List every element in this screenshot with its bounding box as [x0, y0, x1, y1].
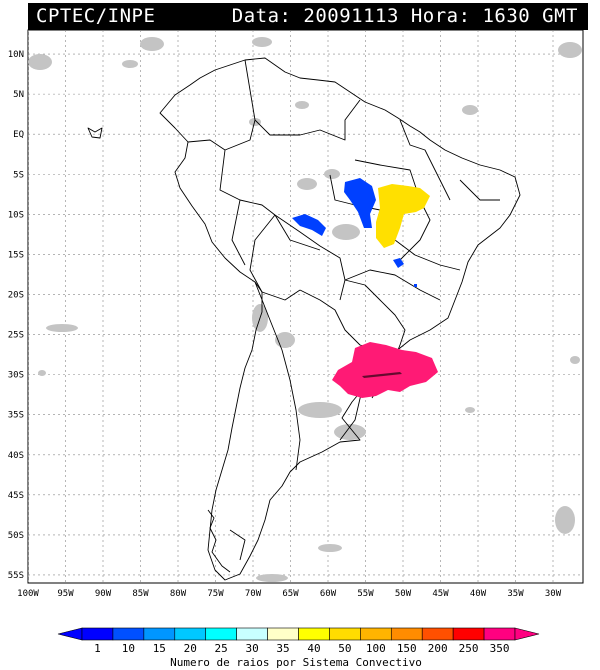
colorbar-label: 35: [276, 642, 289, 655]
lon-tick-label: 70W: [245, 589, 262, 599]
colorbar-segment: [483, 627, 516, 641]
colorbar-segment: [267, 627, 299, 641]
colorbar-label: 250: [459, 642, 479, 655]
blue-system-rondonia: [292, 214, 326, 236]
colorbar-segment: [390, 627, 423, 641]
colorbar-label: 1: [94, 642, 101, 655]
lat-tick-label: EQ: [13, 130, 24, 140]
lon-tick-label: 90W: [95, 589, 112, 599]
longitude-labels: 100W 95W 90W 85W 80W 75W 70W 65W 60W 55W 50W 45W 40W…: [17, 589, 562, 599]
lon-tick-label: 50W: [395, 589, 412, 599]
colorbar-segment: [143, 627, 176, 641]
colorbar-label: 200: [428, 642, 448, 655]
datetime-label: Data: 20091113 Hora: 1630 GMT: [231, 5, 578, 27]
lat-tick-label: 50S: [8, 531, 24, 541]
colorbar-segment: [329, 627, 361, 641]
colorbar-segment: [81, 627, 114, 641]
colorbar: 1 10 15 20 25 30 35 40 50 100 150 200 250 350: [57, 627, 540, 655]
colorbar-arrow-right: [514, 627, 540, 641]
colorbar-label: 350: [490, 642, 510, 655]
colorbar-segment: [421, 627, 454, 641]
blue-system-amazon-north: [344, 178, 376, 228]
colorbar-segment: [236, 627, 268, 641]
colorbar-title: Numero de raios por Sistema Convectivo: [170, 656, 422, 669]
title-bar: CPTEC/INPE Data: 20091113 Hora: 1630 GMT: [28, 3, 588, 30]
colorbar-segment: [360, 627, 392, 641]
lat-tick-label: 5S: [13, 170, 24, 180]
colorbar-segment: [112, 627, 145, 641]
lon-tick-label: 35W: [507, 589, 524, 599]
colorbar-arrow-left: [57, 627, 83, 641]
colorbar-label: 10: [122, 642, 135, 655]
lat-tick-label: 35S: [8, 411, 24, 421]
magenta-system-south: [332, 342, 438, 398]
lon-tick-label: 30W: [545, 589, 562, 599]
lon-tick-label: 100W: [17, 589, 39, 599]
colorbar-label: 150: [397, 642, 417, 655]
lon-tick-label: 55W: [357, 589, 374, 599]
blue-system-goias: [393, 258, 404, 268]
colorbar-label: 25: [215, 642, 228, 655]
lat-tick-label: 10S: [8, 210, 24, 220]
colorbar-label: 100: [366, 642, 386, 655]
convective-systems: [292, 178, 438, 398]
colorbar-label: 20: [184, 642, 197, 655]
colorbar-label: 15: [153, 642, 166, 655]
colorbar-label: 30: [245, 642, 258, 655]
lat-tick-label: 20S: [8, 290, 24, 300]
lat-tick-label: 10N: [8, 50, 24, 60]
lat-tick-label: 30S: [8, 371, 24, 381]
yellow-system-central: [376, 184, 430, 248]
colorbar-segment: [205, 627, 237, 641]
cloud-cover: [28, 37, 582, 582]
colorbar-segment: [298, 627, 330, 641]
source-label: CPTEC/INPE: [36, 5, 156, 27]
map-frame: [27, 29, 584, 584]
lon-tick-label: 45W: [432, 589, 449, 599]
lon-tick-label: 80W: [170, 589, 187, 599]
lat-lon-grid: [28, 30, 583, 583]
lon-tick-label: 85W: [132, 589, 149, 599]
lon-tick-label: 40W: [470, 589, 487, 599]
lon-tick-label: 75W: [207, 589, 224, 599]
lat-tick-label: 5N: [13, 90, 24, 100]
blue-dot: [414, 284, 417, 287]
lat-tick-label: 15S: [8, 250, 24, 260]
lon-tick-label: 65W: [282, 589, 299, 599]
lat-tick-label: 45S: [8, 491, 24, 501]
lat-tick-label: 40S: [8, 451, 24, 461]
lon-tick-label: 95W: [57, 589, 74, 599]
lon-tick-label: 60W: [320, 589, 337, 599]
colorbar-label: 40: [307, 642, 320, 655]
latitude-labels: 10N 5N EQ 5S 10S 15S 20S 25S 30S 35S 40S 45S 50S 55S: [8, 50, 24, 581]
lat-tick-label: 55S: [8, 571, 24, 581]
colorbar-label: 50: [338, 642, 351, 655]
lat-tick-label: 25S: [8, 331, 24, 341]
south-america-outline: [159, 57, 521, 581]
colorbar-segment: [452, 627, 485, 641]
colorbar-segment: [174, 627, 207, 641]
